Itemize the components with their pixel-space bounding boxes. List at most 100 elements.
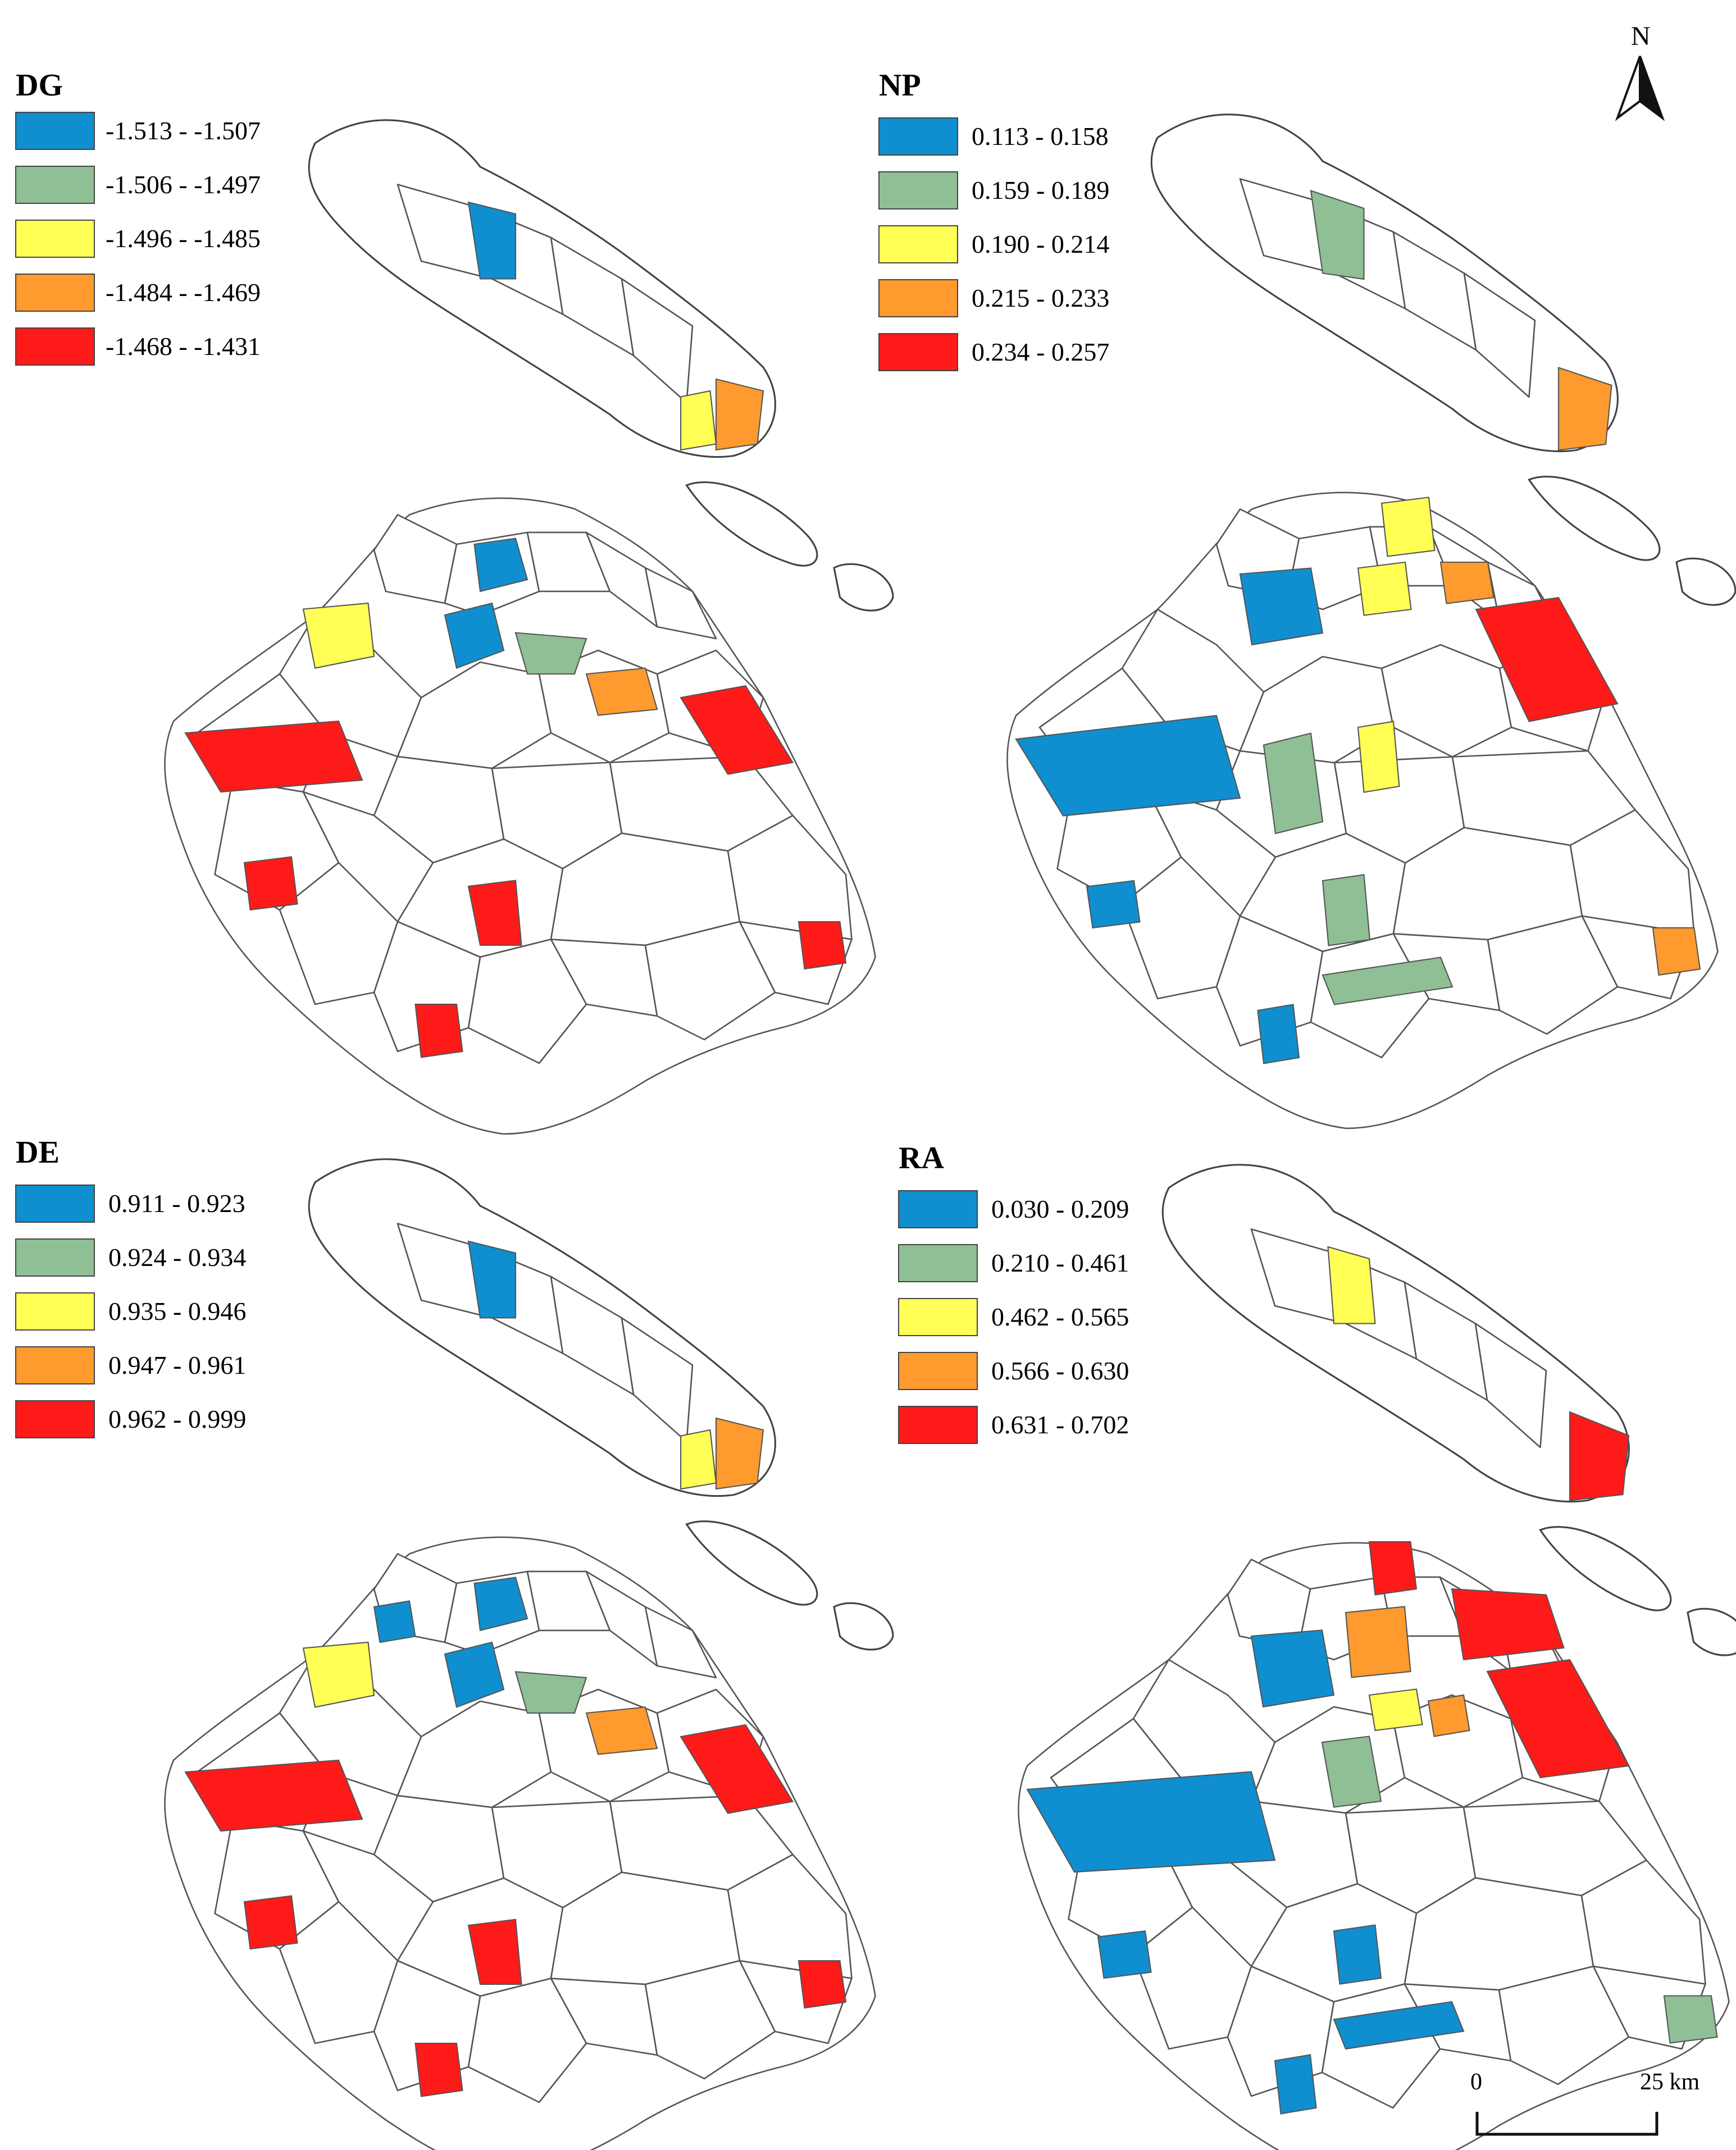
region-class2 bbox=[1263, 732, 1324, 835]
region-class5 bbox=[1475, 596, 1619, 722]
legend-swatch bbox=[15, 166, 95, 204]
legend-label: -1.506 - -1.497 bbox=[106, 170, 261, 199]
region-class3 bbox=[680, 1429, 717, 1490]
region-class3 bbox=[1368, 1688, 1423, 1732]
region-class1 bbox=[1257, 1004, 1300, 1064]
region-class2 bbox=[1322, 874, 1371, 946]
region-class4 bbox=[1427, 1694, 1470, 1737]
legend-label: 0.924 - 0.934 bbox=[108, 1243, 246, 1272]
region-class5 bbox=[1486, 1659, 1630, 1779]
region-class1 bbox=[473, 1577, 528, 1632]
region-class2 bbox=[514, 632, 587, 675]
legend: 0.113 - 0.158 0.159 - 0.189 0.190 - 0.21… bbox=[878, 117, 1109, 371]
legend-swatch bbox=[15, 1185, 95, 1223]
region-class5 bbox=[1451, 1588, 1565, 1661]
region-class2 bbox=[514, 1671, 587, 1714]
map-np bbox=[1006, 113, 1736, 1129]
region-class5 bbox=[243, 1895, 298, 1950]
legend-swatch bbox=[898, 1406, 978, 1444]
region-class1 bbox=[1097, 1930, 1152, 1979]
legend-item: -1.513 - -1.507 bbox=[15, 112, 261, 150]
legend-item: 0.935 - 0.946 bbox=[15, 1292, 246, 1331]
legend-swatch bbox=[878, 333, 958, 371]
region-class4 bbox=[1652, 927, 1701, 976]
legend-item: -1.496 - -1.485 bbox=[15, 220, 261, 258]
region-class5 bbox=[467, 1919, 522, 1985]
legend-item: -1.484 - -1.469 bbox=[15, 274, 261, 312]
map-de bbox=[163, 1158, 894, 2150]
region-class1 bbox=[373, 1600, 416, 1643]
region-class2 bbox=[1663, 1995, 1718, 2044]
legend-title: DE bbox=[16, 1135, 60, 1170]
panel-de: DE 0.911 - 0.923 0.924 - 0.934 0.935 - 0… bbox=[15, 1135, 894, 2150]
legend-item: 0.911 - 0.923 bbox=[15, 1185, 245, 1223]
legend-label: 0.030 - 0.209 bbox=[991, 1195, 1129, 1223]
legend-swatch bbox=[15, 327, 95, 366]
region-class1 bbox=[473, 538, 528, 593]
region-class1 bbox=[1026, 1771, 1276, 1873]
region-class5 bbox=[1569, 1411, 1630, 1501]
region-class3 bbox=[1357, 561, 1412, 616]
region-class3 bbox=[302, 1641, 375, 1708]
region-class2 bbox=[1321, 1736, 1382, 1808]
legend-item: 0.924 - 0.934 bbox=[15, 1238, 246, 1277]
region-class4 bbox=[585, 667, 658, 716]
region-class5 bbox=[184, 1759, 363, 1832]
legend-label: 0.113 - 0.158 bbox=[972, 122, 1109, 151]
legend-title: RA bbox=[899, 1141, 944, 1176]
legend-item: 0.159 - 0.189 bbox=[878, 171, 1109, 209]
region-class5 bbox=[1368, 1541, 1418, 1596]
region-class5 bbox=[184, 720, 363, 793]
region-class1 bbox=[1333, 2001, 1465, 2050]
legend-item: 0.215 - 0.233 bbox=[878, 279, 1109, 317]
legend-swatch bbox=[15, 220, 95, 258]
legend-item: 0.190 - 0.214 bbox=[878, 225, 1109, 263]
panel-ra: RA 0.030 - 0.209 0.210 - 0.461 0.462 - 0… bbox=[898, 1141, 1736, 2150]
north-arrow-icon: N bbox=[1615, 21, 1665, 121]
region-class2 bbox=[1310, 189, 1365, 280]
legend-item: 0.234 - 0.257 bbox=[878, 333, 1109, 371]
region-class1 bbox=[1015, 714, 1241, 817]
legend: -1.513 - -1.507 -1.506 - -1.497 -1.496 -… bbox=[15, 112, 261, 366]
scale-end-label: 25 km bbox=[1640, 2069, 1700, 2095]
legend-label: 0.190 - 0.214 bbox=[972, 230, 1109, 258]
legend: 0.030 - 0.209 0.210 - 0.461 0.462 - 0.56… bbox=[898, 1190, 1129, 1444]
region-class5 bbox=[467, 880, 522, 946]
region-class1 bbox=[1333, 1924, 1382, 1985]
region-class3 bbox=[302, 602, 375, 669]
region-class5 bbox=[414, 2042, 463, 2097]
legend-item: 0.566 - 0.630 bbox=[898, 1352, 1129, 1390]
region-class5 bbox=[798, 921, 847, 970]
region-class5 bbox=[680, 685, 794, 775]
region-class3 bbox=[1357, 721, 1400, 793]
region-class1 bbox=[1274, 2054, 1317, 2115]
region-class1 bbox=[467, 1240, 517, 1319]
legend-label: -1.496 - -1.485 bbox=[106, 224, 261, 253]
legend-title: DG bbox=[16, 68, 63, 103]
legend-swatch bbox=[15, 1238, 95, 1277]
legend-label: -1.468 - -1.431 bbox=[106, 332, 261, 361]
legend-item: 0.210 - 0.461 bbox=[898, 1244, 1129, 1282]
scale-start-label: 0 bbox=[1470, 2069, 1482, 2095]
legend-swatch bbox=[898, 1298, 978, 1336]
panel-dg: DG -1.513 - -1.507 -1.506 - -1.497 -1.49… bbox=[15, 68, 894, 1135]
legend-label: 0.911 - 0.923 bbox=[108, 1189, 245, 1218]
legend-swatch bbox=[878, 171, 958, 209]
region-class1 bbox=[1086, 880, 1141, 929]
legend-swatch bbox=[15, 1346, 95, 1384]
legend-swatch bbox=[15, 274, 95, 312]
legend-label: 0.210 - 0.461 bbox=[991, 1249, 1129, 1277]
legend-swatch bbox=[878, 225, 958, 263]
legend-label: 0.159 - 0.189 bbox=[972, 176, 1109, 204]
region-class4 bbox=[715, 378, 764, 451]
region-class4 bbox=[585, 1706, 658, 1755]
panel-np: NP 0.113 - 0.158 0.159 - 0.189 0.190 - 0… bbox=[878, 21, 1736, 1129]
legend-swatch bbox=[15, 1292, 95, 1331]
legend-swatch bbox=[878, 117, 958, 156]
region-class5 bbox=[680, 1724, 794, 1814]
scale-bar-icon: 0 25 km bbox=[1470, 2069, 1700, 2136]
legend-item: 0.113 - 0.158 bbox=[878, 117, 1109, 156]
legend-swatch bbox=[898, 1190, 978, 1228]
legend-label: 0.631 - 0.702 bbox=[991, 1410, 1129, 1439]
legend-item: 0.030 - 0.209 bbox=[898, 1190, 1129, 1228]
